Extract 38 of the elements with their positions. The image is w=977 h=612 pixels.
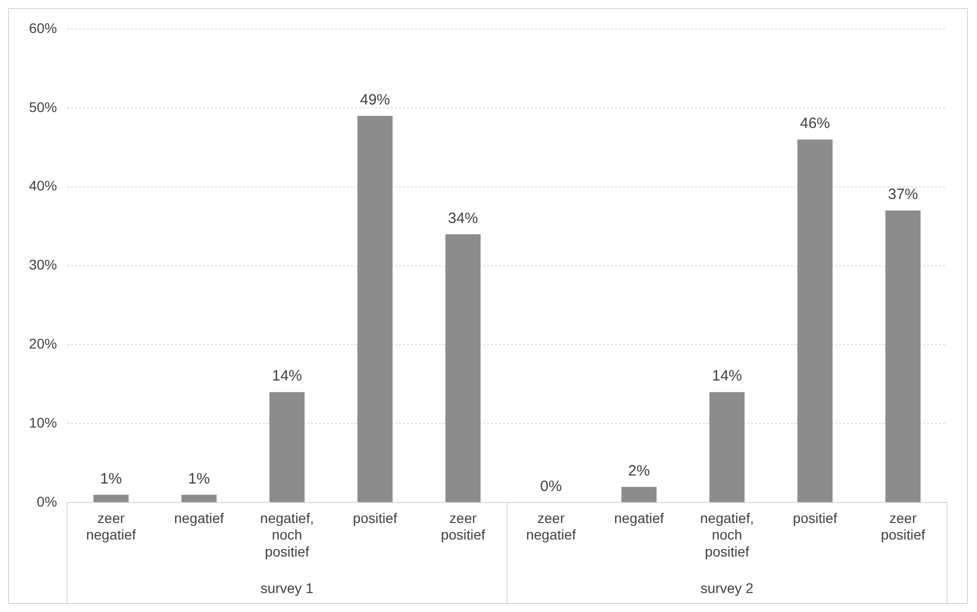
x-tick-label: zeer positief — [880, 510, 926, 543]
data-label: 14% — [272, 368, 302, 385]
bar — [445, 234, 481, 502]
y-tick-label: 60% — [28, 20, 58, 36]
data-label: 2% — [628, 462, 650, 480]
data-label: 37% — [888, 186, 918, 204]
x-tick-label: positief — [792, 510, 838, 526]
data-label: 49% — [360, 91, 390, 108]
x-tick-label: positief — [352, 510, 398, 526]
bar — [709, 392, 745, 502]
x-tick-label: zeer negatief — [86, 510, 136, 543]
bar — [269, 392, 305, 502]
y-tick-label: 50% — [28, 98, 58, 115]
y-tick-label: 10% — [28, 414, 58, 431]
bar — [357, 116, 393, 502]
data-label: 1% — [100, 470, 122, 488]
bar — [621, 486, 657, 502]
y-tick-label: 30% — [28, 256, 58, 273]
data-label: 0% — [540, 478, 562, 496]
bar — [797, 140, 833, 502]
text: survey 1 — [260, 580, 314, 596]
text: survey 2 — [700, 580, 754, 596]
x-tick-label: negatief, noch positief — [700, 510, 754, 560]
data-label: 34% — [448, 210, 478, 227]
y-tick-label: 0% — [36, 493, 58, 510]
x-tick-label: zeer negatief — [526, 510, 576, 543]
bar — [181, 494, 217, 502]
y-tick-label: 20% — [28, 336, 58, 352]
x-tick-label: negatief — [174, 510, 224, 526]
x-tick-label: negatief — [614, 510, 664, 526]
data-label: 14% — [712, 368, 742, 385]
data-label: 46% — [800, 115, 830, 132]
x-tick-label: negatief, noch positief — [260, 510, 314, 560]
bar — [93, 494, 129, 502]
bar — [885, 210, 921, 502]
data-label: 1% — [188, 470, 210, 488]
x-tick-label: zeer positief — [440, 510, 486, 543]
y-tick-label: 40% — [28, 178, 58, 194]
